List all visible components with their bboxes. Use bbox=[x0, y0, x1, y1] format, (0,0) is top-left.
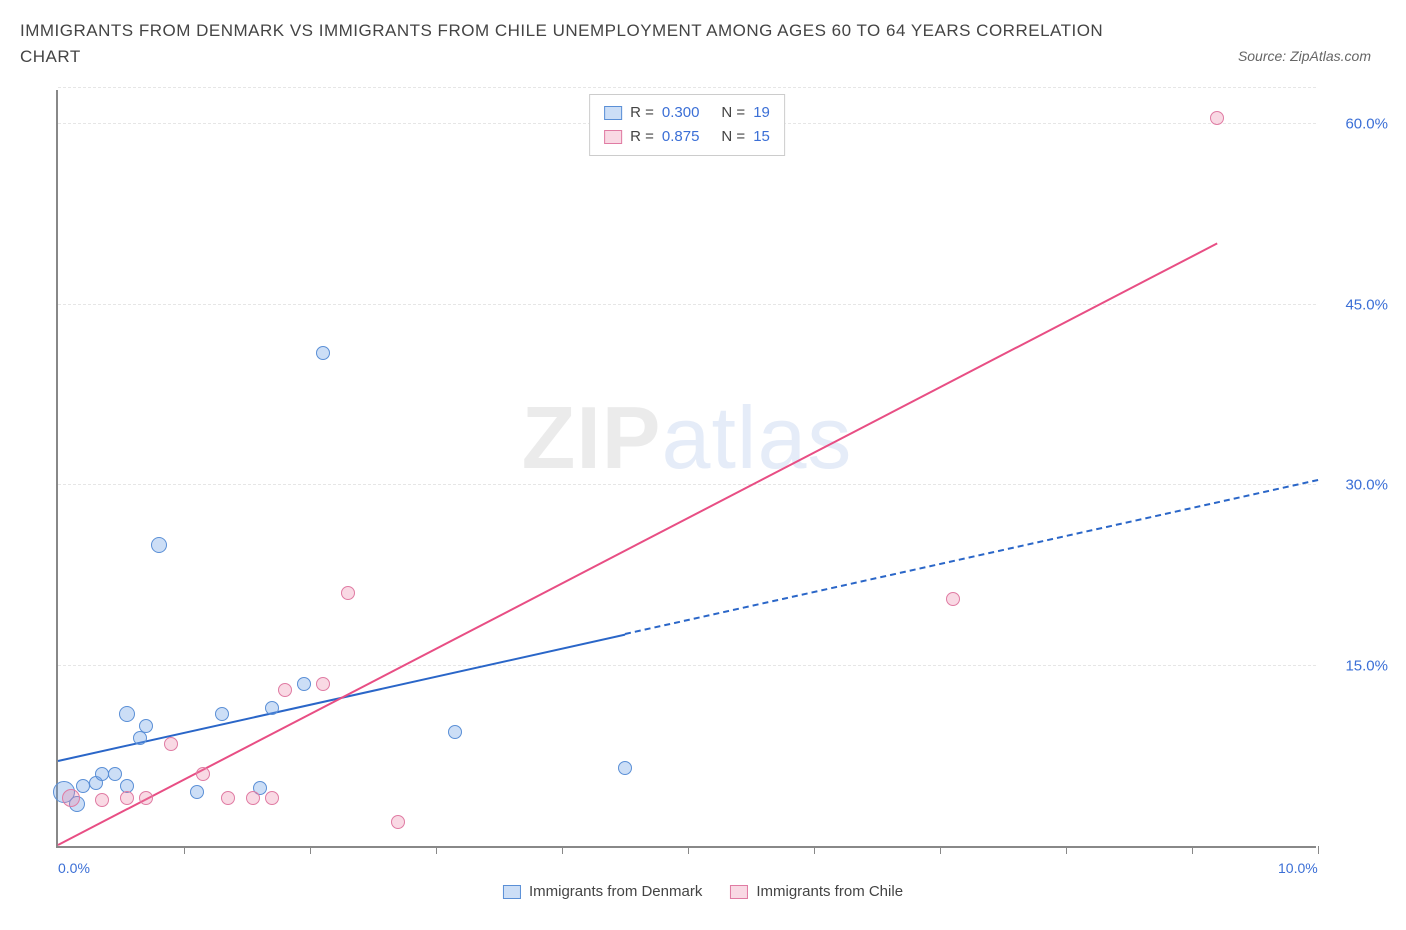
data-point-chile bbox=[341, 586, 355, 600]
data-point-denmark bbox=[119, 706, 135, 722]
x-tick bbox=[814, 846, 815, 854]
data-point-denmark bbox=[151, 537, 167, 553]
data-point-denmark bbox=[215, 707, 229, 721]
header: IMMIGRANTS FROM DENMARK VS IMMIGRANTS FR… bbox=[0, 0, 1406, 69]
grid-line bbox=[58, 484, 1316, 485]
watermark: ZIPatlas bbox=[522, 387, 853, 489]
legend-item-chile: Immigrants from Chile bbox=[730, 883, 903, 900]
chart-container: Unemployment Among Ages 60 to 64 years Z… bbox=[0, 84, 1406, 904]
swatch-denmark bbox=[604, 106, 622, 120]
legend-n-label: N = bbox=[721, 101, 745, 125]
legend-r-label: R = bbox=[630, 125, 654, 149]
correlation-legend: R = 0.300 N = 19 R = 0.875 N = 15 bbox=[589, 94, 785, 156]
legend-row-chile: R = 0.875 N = 15 bbox=[604, 125, 770, 149]
data-point-denmark bbox=[618, 761, 632, 775]
legend-n-label: N = bbox=[721, 125, 745, 149]
swatch-chile bbox=[730, 885, 748, 899]
legend-label-chile: Immigrants from Chile bbox=[756, 883, 903, 900]
data-point-chile bbox=[95, 793, 109, 807]
y-axis-label: 15.0% bbox=[1345, 657, 1388, 674]
x-tick bbox=[310, 846, 311, 854]
x-tick bbox=[688, 846, 689, 854]
legend-row-denmark: R = 0.300 N = 19 bbox=[604, 101, 770, 125]
x-axis-label: 10.0% bbox=[1278, 860, 1318, 876]
watermark-zip: ZIP bbox=[522, 388, 662, 487]
legend-item-denmark: Immigrants from Denmark bbox=[503, 883, 702, 900]
data-point-denmark bbox=[139, 719, 153, 733]
data-point-chile bbox=[221, 791, 235, 805]
legend-r-value-denmark: 0.300 bbox=[662, 101, 700, 125]
trend-line bbox=[625, 479, 1318, 635]
data-point-chile bbox=[139, 791, 153, 805]
y-axis-label: 30.0% bbox=[1345, 477, 1388, 494]
data-point-denmark bbox=[133, 731, 147, 745]
data-point-chile bbox=[316, 677, 330, 691]
x-tick bbox=[940, 846, 941, 854]
chart-title: IMMIGRANTS FROM DENMARK VS IMMIGRANTS FR… bbox=[20, 18, 1120, 69]
data-point-chile bbox=[246, 791, 260, 805]
y-axis-label: 60.0% bbox=[1345, 116, 1388, 133]
data-point-chile bbox=[1210, 111, 1224, 125]
plot-area: ZIPatlas R = 0.300 N = 19 R = 0.875 N = … bbox=[56, 90, 1316, 848]
grid-line bbox=[58, 304, 1316, 305]
data-point-denmark bbox=[108, 767, 122, 781]
data-point-denmark bbox=[190, 785, 204, 799]
source-attribution: Source: ZipAtlas.com bbox=[1238, 18, 1386, 64]
data-point-denmark bbox=[316, 346, 330, 360]
x-tick bbox=[1318, 846, 1319, 854]
swatch-chile bbox=[604, 130, 622, 144]
x-tick bbox=[184, 846, 185, 854]
data-point-denmark bbox=[297, 677, 311, 691]
data-point-denmark bbox=[265, 701, 279, 715]
data-point-chile bbox=[946, 592, 960, 606]
legend-r-value-chile: 0.875 bbox=[662, 125, 700, 149]
data-point-chile bbox=[265, 791, 279, 805]
legend-n-value-chile: 15 bbox=[753, 125, 770, 149]
data-point-denmark bbox=[448, 725, 462, 739]
x-tick bbox=[1066, 846, 1067, 854]
trend-line bbox=[58, 243, 1218, 846]
legend-label-denmark: Immigrants from Denmark bbox=[529, 883, 702, 900]
legend-r-label: R = bbox=[630, 101, 654, 125]
x-tick bbox=[562, 846, 563, 854]
data-point-chile bbox=[391, 815, 405, 829]
swatch-denmark bbox=[503, 885, 521, 899]
x-axis-label: 0.0% bbox=[58, 860, 90, 876]
y-axis-label: 45.0% bbox=[1345, 296, 1388, 313]
x-tick bbox=[436, 846, 437, 854]
watermark-atlas: atlas bbox=[662, 388, 853, 487]
legend-n-value-denmark: 19 bbox=[753, 101, 770, 125]
data-point-chile bbox=[120, 791, 134, 805]
x-tick bbox=[1192, 846, 1193, 854]
grid-line bbox=[58, 665, 1316, 666]
data-point-chile bbox=[62, 789, 80, 807]
grid-line bbox=[58, 87, 1316, 88]
series-legend: Immigrants from Denmark Immigrants from … bbox=[503, 883, 903, 900]
data-point-chile bbox=[164, 737, 178, 751]
data-point-chile bbox=[278, 683, 292, 697]
data-point-chile bbox=[196, 767, 210, 781]
